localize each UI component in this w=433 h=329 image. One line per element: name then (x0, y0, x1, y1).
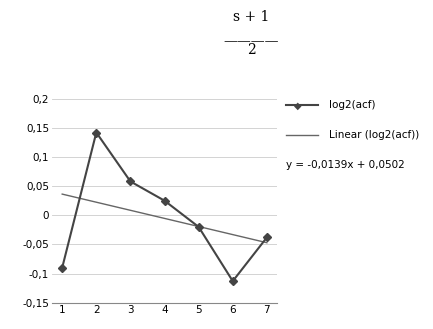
Text: s + 1: s + 1 (233, 10, 269, 24)
Text: ————: ———— (223, 35, 279, 49)
Text: 2: 2 (247, 43, 255, 57)
Text: Linear (log2(acf)): Linear (log2(acf)) (329, 130, 419, 140)
Text: y = -0,0139x + 0,0502: y = -0,0139x + 0,0502 (286, 160, 404, 169)
Text: log2(acf): log2(acf) (329, 100, 375, 110)
Text: ◆: ◆ (294, 100, 302, 110)
